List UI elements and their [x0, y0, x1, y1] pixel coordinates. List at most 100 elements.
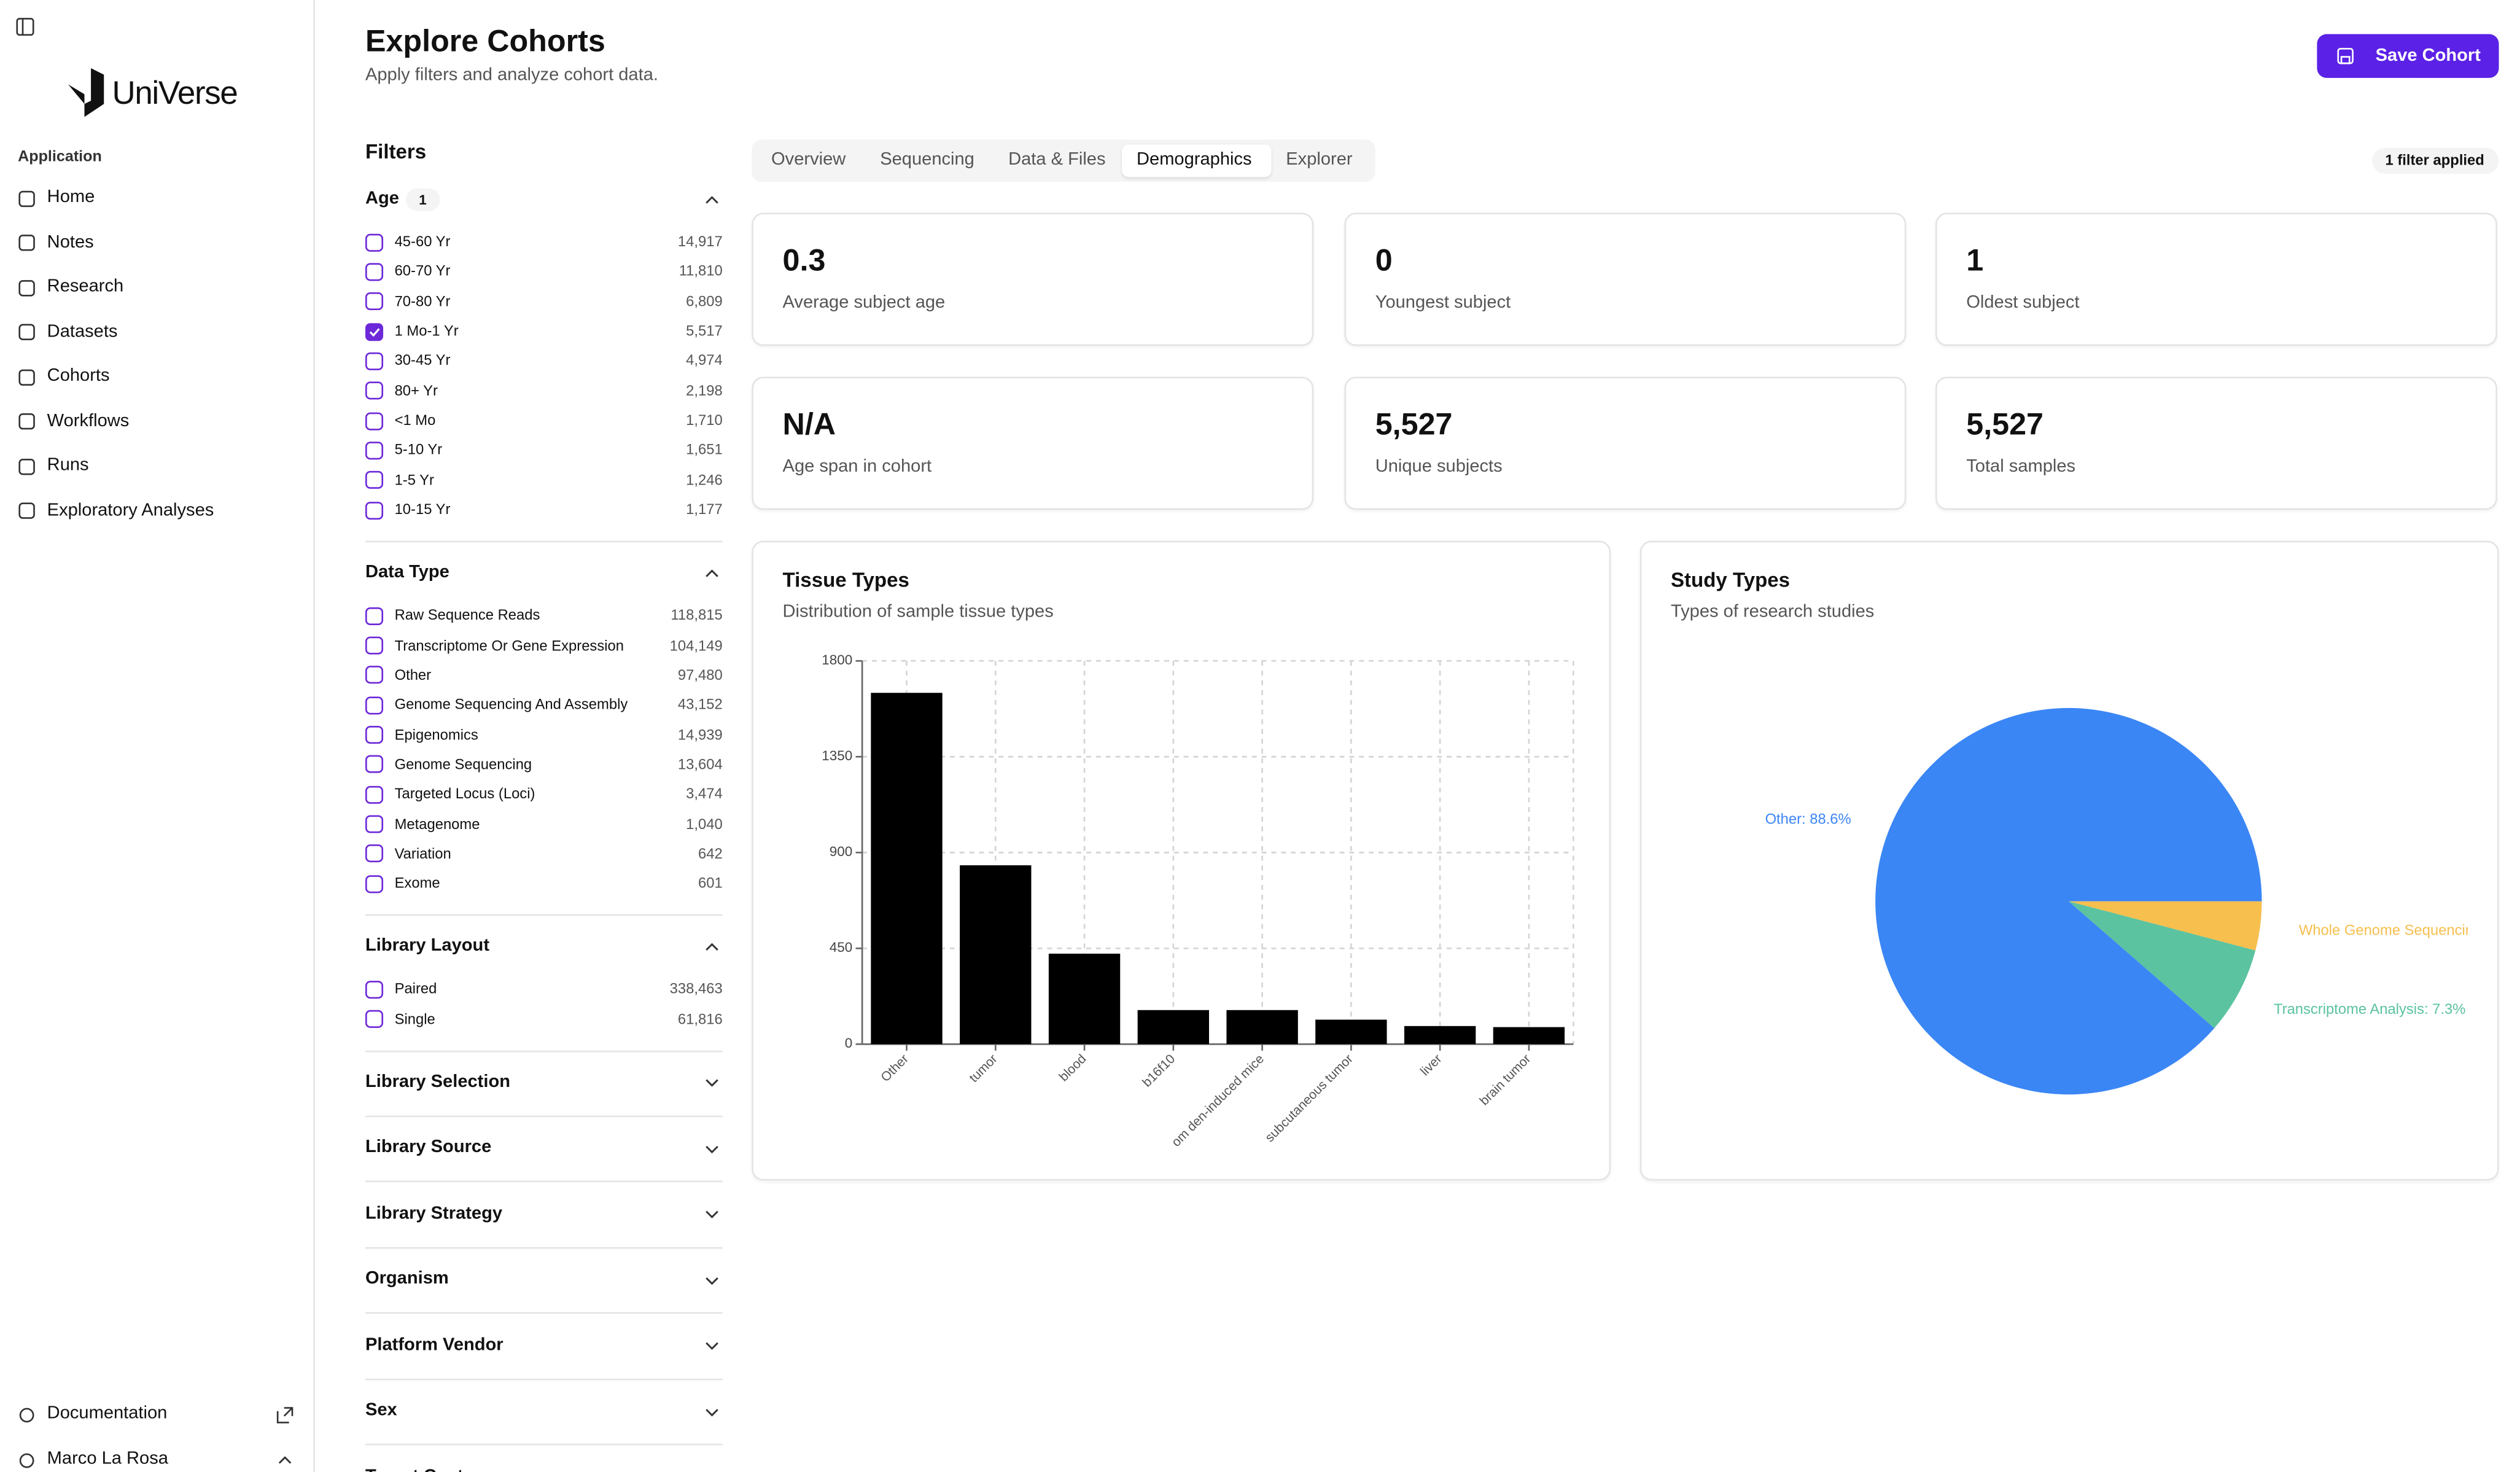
- check-icon: [369, 327, 380, 337]
- divider: [365, 1180, 723, 1183]
- checkbox[interactable]: [365, 292, 384, 311]
- collapse-icon[interactable]: [15, 16, 36, 37]
- nav-item[interactable]: Exploratory Analyses: [47, 500, 214, 520]
- filter-option-count: 2,198: [686, 382, 723, 399]
- chevron-icon: [703, 1468, 721, 1472]
- checkbox[interactable]: [365, 1010, 384, 1029]
- icon-shape: [18, 324, 35, 340]
- footer-item[interactable]: Documentation: [47, 1403, 168, 1423]
- filter-option: 10-15 Yr: [394, 501, 451, 518]
- save-button[interactable]: Save Cohort: [2317, 34, 2499, 78]
- filter-group-title[interactable]: Target Capture: [365, 1466, 491, 1472]
- divider: [365, 540, 723, 543]
- stat-card: [1344, 376, 1907, 510]
- filter-group-title[interactable]: Library Layout: [365, 936, 490, 956]
- checkbox[interactable]: [365, 696, 384, 714]
- filter-group-title[interactable]: Platform Vendor: [365, 1334, 504, 1355]
- chevron: [706, 1277, 718, 1285]
- stat-card: [752, 376, 1314, 510]
- checkbox[interactable]: [365, 607, 384, 625]
- chevron-icon: [706, 569, 718, 577]
- filter-option: 60-70 Yr: [394, 263, 451, 279]
- checkbox[interactable]: [365, 666, 384, 685]
- checkbox[interactable]: [365, 442, 384, 460]
- footer-item[interactable]: Marco La Rosa: [47, 1449, 168, 1469]
- divider: [365, 1049, 723, 1052]
- save-label: Save Cohort: [2375, 45, 2481, 65]
- stat-label: Youngest subject: [1375, 293, 1511, 313]
- bar: [1315, 1019, 1387, 1045]
- icon-shape: [18, 279, 35, 296]
- checkbox[interactable]: [365, 755, 384, 774]
- divider: [365, 1312, 723, 1314]
- filter-group-title[interactable]: Sex: [365, 1400, 397, 1420]
- filter-group-title[interactable]: Library Strategy: [365, 1203, 503, 1223]
- icon-shape: [276, 1406, 294, 1423]
- filter-group-title[interactable]: Library Selection: [365, 1072, 511, 1092]
- checkbox[interactable]: [365, 262, 384, 281]
- nav-item[interactable]: Workflows: [47, 410, 130, 430]
- nav-item[interactable]: Home: [47, 187, 95, 207]
- chevron-icon: [706, 943, 718, 951]
- nav-icon: [18, 190, 35, 206]
- tab[interactable]: Sequencing: [880, 150, 974, 170]
- x-tick-label: b16f10: [1140, 1052, 1178, 1090]
- chevron-icon: [278, 1455, 292, 1463]
- tab[interactable]: Data & Files: [1008, 150, 1106, 170]
- filter-option-count: 642: [698, 845, 723, 862]
- filter-group-title[interactable]: Library Source: [365, 1137, 492, 1158]
- filter-option: Raw Sequence Reads: [394, 607, 540, 623]
- nav-item[interactable]: Datasets: [47, 321, 118, 341]
- nav-item[interactable]: Research: [47, 276, 124, 297]
- filter-option-count: 601: [698, 875, 723, 892]
- checkbox[interactable]: [365, 352, 384, 370]
- filter-option-count: 1,651: [686, 442, 723, 458]
- tab[interactable]: Explorer: [1286, 150, 1353, 170]
- tab-bar: [752, 139, 1375, 182]
- tab[interactable]: Demographics: [1137, 150, 1252, 170]
- checkbox[interactable]: [365, 382, 384, 400]
- nav-icon: [18, 235, 35, 251]
- checkbox[interactable]: [365, 785, 384, 804]
- divider: [365, 914, 723, 917]
- nav-item[interactable]: Notes: [47, 232, 94, 252]
- page-subtitle: Apply filters and analyze cohort data.: [365, 65, 658, 85]
- bar: [1048, 953, 1121, 1045]
- checkbox[interactable]: [365, 815, 384, 833]
- nav-item[interactable]: Runs: [47, 455, 89, 475]
- filter-option: Metagenome: [394, 815, 480, 832]
- checkbox[interactable]: [365, 501, 384, 520]
- filter-option-count: 14,917: [677, 233, 723, 250]
- filter-option-count: 4,974: [686, 352, 723, 369]
- x-tick-label: blood: [1057, 1052, 1089, 1085]
- filter-option: Targeted Locus (Loci): [394, 785, 535, 802]
- filter-group-title[interactable]: Age: [365, 189, 399, 209]
- chevron-icon: [706, 195, 718, 203]
- checkbox[interactable]: [365, 471, 384, 489]
- checkbox[interactable]: [365, 726, 384, 744]
- nav-item[interactable]: Cohorts: [47, 366, 110, 386]
- checkbox[interactable]: [365, 845, 384, 863]
- tab[interactable]: Overview: [771, 150, 846, 170]
- filter-group-title[interactable]: Organism: [365, 1269, 449, 1289]
- nav-icon: [18, 458, 35, 475]
- checkbox[interactable]: [365, 411, 384, 430]
- nav-icon: [18, 502, 35, 519]
- filter-option-count: 1,040: [686, 815, 723, 832]
- nav-section: Application: [18, 148, 102, 166]
- external-icon: [276, 1406, 294, 1423]
- filter-group-title[interactable]: Data Type: [365, 563, 449, 583]
- chart-title: Study Types: [1671, 569, 1790, 591]
- checkbox[interactable]: [365, 233, 384, 251]
- y-tick-label: 450: [830, 940, 853, 955]
- checkbox[interactable]: [365, 322, 384, 341]
- filter-option-count: 5,517: [686, 322, 723, 339]
- pie-slice: [2068, 901, 2262, 951]
- checkbox[interactable]: [365, 874, 384, 893]
- checkbox[interactable]: [365, 636, 384, 655]
- filter-option-count: 13,604: [677, 755, 723, 773]
- checkbox[interactable]: [365, 980, 384, 999]
- logo-icon: [68, 68, 104, 117]
